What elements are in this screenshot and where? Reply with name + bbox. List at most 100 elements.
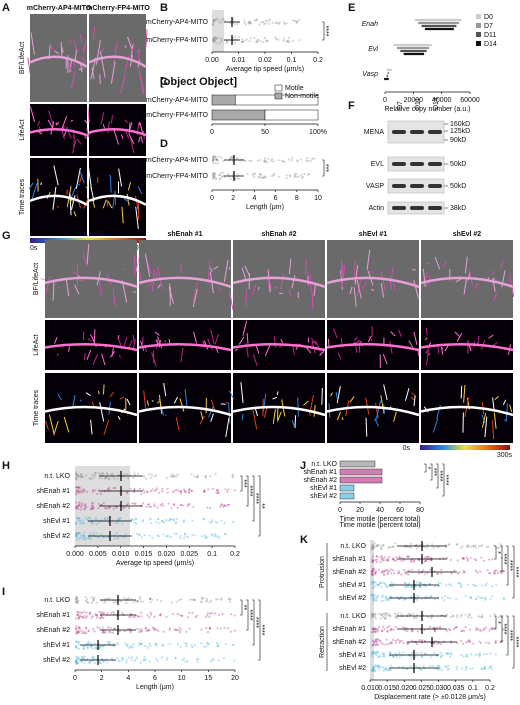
filopodium xyxy=(52,280,55,301)
point xyxy=(415,547,418,550)
x-tick-label: 80 xyxy=(416,507,424,514)
point xyxy=(395,556,398,559)
point xyxy=(236,157,239,160)
point xyxy=(370,651,374,654)
point xyxy=(372,545,375,548)
bracket xyxy=(240,475,243,492)
point xyxy=(105,507,108,510)
point xyxy=(285,177,288,180)
point xyxy=(390,641,393,645)
point xyxy=(383,617,387,621)
point xyxy=(465,641,468,644)
point xyxy=(76,610,79,613)
point xyxy=(132,601,135,604)
point xyxy=(220,40,223,43)
point xyxy=(372,595,376,598)
filopodium xyxy=(425,327,428,336)
point xyxy=(121,657,124,660)
filopodium xyxy=(474,283,479,290)
point xyxy=(83,610,86,613)
point xyxy=(104,518,107,522)
point xyxy=(491,558,494,561)
filopodium xyxy=(99,402,105,422)
point xyxy=(129,487,132,490)
point xyxy=(378,544,381,547)
point xyxy=(178,631,181,634)
point xyxy=(429,559,432,562)
point xyxy=(397,598,400,601)
filopodium xyxy=(103,419,110,436)
point xyxy=(424,595,427,599)
point xyxy=(290,159,293,162)
column-header: mCherry-FP4-MITO xyxy=(86,5,150,12)
point xyxy=(150,522,153,525)
point xyxy=(151,598,154,601)
point xyxy=(75,601,78,604)
filopodium xyxy=(424,337,428,341)
point xyxy=(103,516,106,520)
point xyxy=(79,615,82,618)
point xyxy=(450,572,453,575)
bracket xyxy=(258,475,261,537)
point xyxy=(223,626,226,630)
point xyxy=(237,36,240,39)
point xyxy=(105,476,108,479)
point xyxy=(74,597,78,600)
filopodium xyxy=(79,34,83,43)
point xyxy=(372,555,375,558)
point xyxy=(488,629,491,632)
point xyxy=(488,572,491,575)
point xyxy=(75,656,78,659)
point xyxy=(455,626,458,629)
point xyxy=(105,476,108,479)
micrograph xyxy=(326,373,420,443)
point xyxy=(140,536,143,539)
point xyxy=(406,642,409,645)
point xyxy=(151,626,155,629)
point xyxy=(133,521,136,525)
point xyxy=(232,643,235,647)
point xyxy=(500,572,503,575)
point xyxy=(75,507,78,510)
point xyxy=(132,643,135,646)
point xyxy=(177,628,180,631)
point xyxy=(383,668,386,671)
point xyxy=(466,544,470,547)
point xyxy=(431,543,434,546)
point xyxy=(409,559,412,563)
point xyxy=(456,668,459,671)
filopodium xyxy=(151,352,157,367)
point xyxy=(371,560,374,564)
point xyxy=(137,615,140,618)
point xyxy=(85,627,88,630)
filopodium xyxy=(276,411,282,422)
category-label: mCherry-FP4-MITO xyxy=(146,37,208,44)
point xyxy=(151,537,154,540)
point xyxy=(237,177,240,181)
point xyxy=(105,472,108,475)
filopodium xyxy=(306,347,312,354)
filopodium xyxy=(492,292,498,302)
point xyxy=(224,533,227,536)
point xyxy=(79,536,83,539)
point xyxy=(282,21,285,24)
significance: **** xyxy=(442,475,449,486)
point xyxy=(175,488,178,491)
point xyxy=(104,597,107,601)
point xyxy=(221,171,225,174)
point xyxy=(262,41,265,44)
point xyxy=(371,644,374,647)
bar-non-motile xyxy=(211,109,266,121)
point xyxy=(213,35,217,39)
point xyxy=(231,475,234,478)
point xyxy=(470,597,473,600)
point xyxy=(133,502,136,505)
point xyxy=(480,596,483,600)
point xyxy=(432,626,435,630)
size-label: 90kD xyxy=(450,137,466,144)
filopodium xyxy=(291,275,296,289)
point xyxy=(296,159,299,162)
point xyxy=(135,656,139,659)
point xyxy=(485,641,488,644)
point xyxy=(119,600,123,603)
